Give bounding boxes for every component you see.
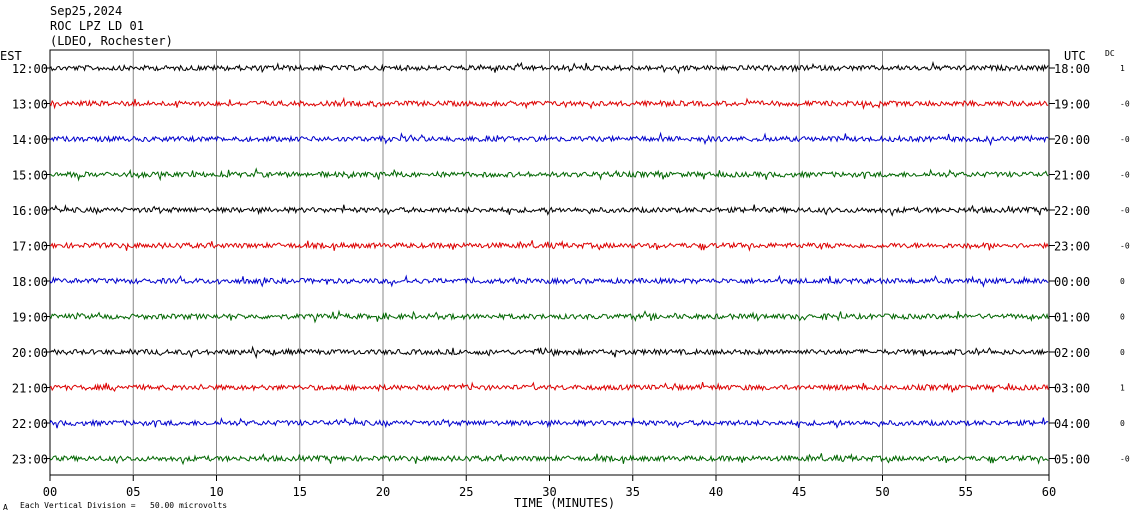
dc-offset-label: 1 — [1120, 64, 1125, 73]
est-hour-label: 17:00 — [12, 240, 48, 254]
utc-hour-label: 18:00 — [1054, 62, 1090, 76]
est-zone-label: EST — [0, 49, 22, 63]
utc-hour-label: 00:00 — [1054, 275, 1090, 289]
dc-offset-label: -0 — [1120, 135, 1130, 144]
dc-offset-label: -0 — [1120, 100, 1130, 109]
est-hour-label: 22:00 — [12, 417, 48, 431]
utc-hour-label: 20:00 — [1054, 133, 1090, 147]
seismic-trace — [49, 60, 1049, 75]
x-tick-label: 00 — [43, 485, 57, 499]
est-hour-label: 18:00 — [12, 275, 48, 289]
x-tick-label: 10 — [209, 485, 223, 499]
dc-header-label: DC — [1105, 49, 1115, 58]
x-tick-label: 30 — [542, 485, 556, 499]
x-tick-label: 25 — [459, 485, 473, 499]
dc-offset-label: 1 — [1120, 384, 1125, 393]
utc-hour-label: 04:00 — [1054, 417, 1090, 431]
station-label: ROC LPZ LD 01 — [50, 19, 144, 33]
x-tick-label: 40 — [709, 485, 723, 499]
seismic-trace — [49, 416, 1049, 429]
est-hour-label: 12:00 — [12, 62, 48, 76]
est-hour-label: 20:00 — [12, 346, 48, 360]
utc-hour-label: 19:00 — [1054, 98, 1090, 112]
seismic-trace — [49, 309, 1049, 324]
seismic-trace — [49, 167, 1049, 182]
date-label: Sep25,2024 — [50, 4, 123, 18]
dc-offset-label: 0 — [1120, 348, 1125, 357]
est-hour-label: 23:00 — [12, 453, 48, 467]
x-tick-label: 15 — [293, 485, 307, 499]
seismic-trace — [49, 345, 1049, 360]
seismic-trace — [49, 453, 1049, 466]
corner-mark: A — [3, 503, 8, 512]
utc-hour-label: 22:00 — [1054, 204, 1090, 218]
seismic-trace — [49, 96, 1049, 110]
dc-offset-label: -0 — [1120, 171, 1130, 180]
seismic-trace — [49, 381, 1049, 393]
utc-hour-label: 01:00 — [1054, 311, 1090, 325]
utc-hour-label: 05:00 — [1054, 453, 1090, 467]
seismic-trace — [49, 240, 1049, 252]
est-hour-label: 19:00 — [12, 311, 48, 325]
est-hour-label: 14:00 — [12, 133, 48, 147]
est-hour-label: 21:00 — [12, 382, 48, 396]
est-hour-label: 13:00 — [12, 98, 48, 112]
x-tick-label: 35 — [626, 485, 640, 499]
x-tick-label: 20 — [376, 485, 390, 499]
est-hour-label: 15:00 — [12, 169, 48, 183]
x-tick-label: 55 — [959, 485, 973, 499]
x-tick-label: 05 — [126, 485, 140, 499]
seismic-trace — [49, 203, 1049, 217]
seismic-trace — [49, 274, 1049, 288]
utc-hour-label: 03:00 — [1054, 382, 1090, 396]
dc-offset-label: 0 — [1120, 313, 1125, 322]
x-tick-label: 50 — [875, 485, 889, 499]
x-tick-label: 45 — [792, 485, 806, 499]
x-axis-title: TIME (MINUTES) — [514, 496, 616, 510]
dc-offset-label: -0 — [1120, 242, 1130, 251]
network-label: (LDEO, Rochester) — [50, 34, 173, 48]
dc-offset-label: 0 — [1120, 419, 1125, 428]
utc-zone-label: UTC — [1064, 49, 1086, 63]
est-hour-label: 16:00 — [12, 204, 48, 218]
seismic-trace — [49, 131, 1049, 147]
scale-note: Each Vertical Division = 50.00 microvolt… — [20, 501, 228, 510]
utc-hour-label: 21:00 — [1054, 169, 1090, 183]
x-tick-label: 60 — [1042, 485, 1056, 499]
dc-offset-label: 0 — [1120, 277, 1125, 286]
utc-hour-label: 02:00 — [1054, 346, 1090, 360]
dc-offset-label: -0 — [1120, 455, 1130, 464]
dc-offset-label: -0 — [1120, 206, 1130, 215]
utc-hour-label: 23:00 — [1054, 240, 1090, 254]
